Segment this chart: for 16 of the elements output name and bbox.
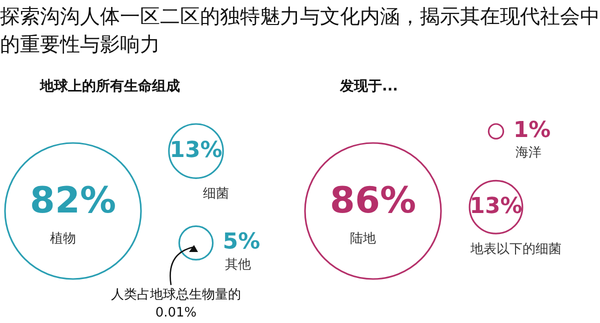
data-label: 13% [170,138,222,163]
data-label: 82% [30,180,116,222]
text: 探索沟沟人体一区二区的独特魅力与文化内涵，揭示其在现代社会中的重要性与影响力 [0,3,600,58]
category-label: 陆地 [350,231,376,246]
category-label: 其他 [224,257,251,272]
category-label: 海洋 [515,146,542,161]
category-label: 地表以下的细菌 [470,242,562,257]
data-label: 5% [222,230,260,255]
text: 地球上的所有生命组成 [39,78,180,95]
category-label: 细菌 [203,186,229,202]
data-label: 1% [513,118,551,144]
text: 人类占地球总生物量的 0.01% [111,287,241,320]
data-label: 86% [330,180,416,222]
text: 发现于... [339,78,398,95]
data-label: 13% [470,194,522,219]
category-label: 植物 [50,231,76,246]
